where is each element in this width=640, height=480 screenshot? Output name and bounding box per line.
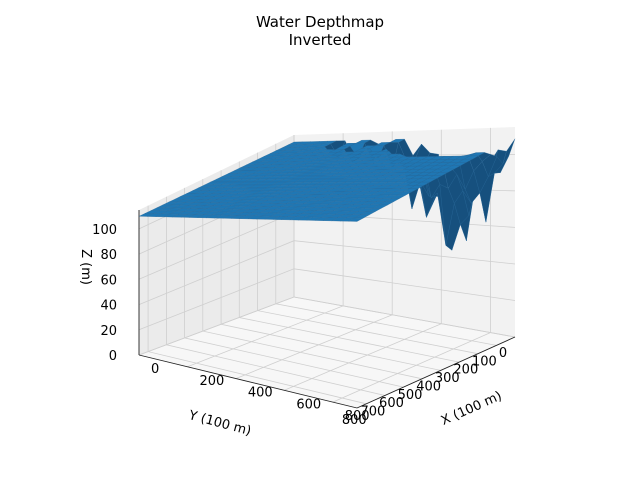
grid-z-1: [138, 268, 516, 331]
axis-y-line: [138, 354, 358, 409]
y-tick-700: 700: [360, 404, 385, 419]
y-tick-200: 200: [453, 363, 478, 378]
y-axis-label: Y (100 m): [186, 408, 253, 439]
z-tick-20: 20: [100, 324, 117, 339]
y-tick-300: 300: [435, 371, 460, 386]
axis-x-line: [356, 336, 516, 409]
chart-title-line1: Water Depthmap: [256, 13, 384, 31]
grid-z-2: [138, 240, 516, 305]
y-tick-0: 0: [499, 346, 507, 361]
y-tick-600: 600: [379, 396, 404, 411]
x-axis-label: X (100 m): [439, 389, 504, 429]
x-tick-200: 200: [199, 374, 224, 389]
z-tick-0: 0: [109, 349, 117, 364]
chart-title-line2: Inverted: [289, 31, 352, 49]
z-tick-labels: 0 20 40 60 80 100: [92, 223, 117, 364]
z-axis-label: Z (m): [78, 249, 93, 285]
surface-cell-675: [348, 217, 364, 222]
axis-lines: [138, 210, 516, 409]
pane-floor: [139, 297, 515, 408]
y-tick-400: 400: [416, 379, 441, 394]
z-tick-60: 60: [100, 273, 117, 288]
x-tick-800: 800: [345, 409, 370, 424]
x-tick-0: 0: [151, 362, 159, 377]
grid-z-0: [138, 296, 516, 356]
x-tick-labels: 0 200 400 600 800: [151, 362, 370, 424]
y-tick-500: 500: [398, 388, 423, 403]
z-tick-40: 40: [100, 299, 117, 314]
z-tick-100: 100: [92, 223, 117, 238]
x-tick-600: 600: [296, 397, 321, 412]
depth-surface: [138, 138, 516, 251]
x-tick-400: 400: [248, 386, 273, 401]
y-tick-800: 800: [342, 413, 367, 428]
z-tick-80: 80: [100, 248, 117, 263]
y-tick-100: 100: [472, 354, 497, 369]
